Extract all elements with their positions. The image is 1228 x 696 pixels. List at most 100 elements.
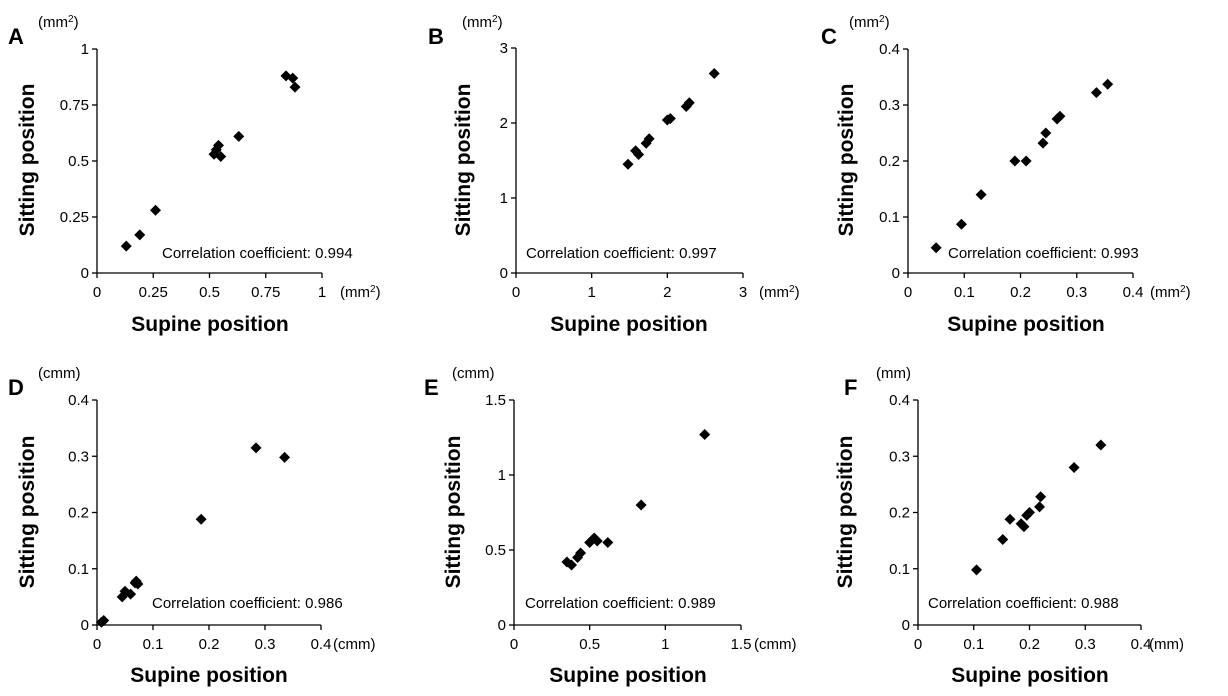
- x-tick-label: 0.5: [579, 636, 600, 653]
- y-tick-label: 0.2: [889, 505, 910, 522]
- panel-a: A (mm2) (mm2) 0 0.25 0.5 0.75 1 0 0.25 0.5 0.75 1 Sup…: [8, 14, 381, 337]
- panel-letter: B: [428, 24, 444, 49]
- data-point: [566, 559, 578, 571]
- data-point: [602, 537, 614, 548]
- x-axis-title: Supine position: [947, 313, 1105, 336]
- data-point: [955, 218, 967, 230]
- y-tick-label: 0.4: [879, 41, 900, 58]
- data-point: [1018, 521, 1030, 533]
- y-tick-label: 0.75: [60, 97, 89, 114]
- x-tick-label: 0: [512, 284, 520, 301]
- y-tick-label: 0.4: [889, 392, 910, 409]
- y-unit-label: (cmm): [452, 365, 494, 382]
- data-point: [1024, 507, 1035, 518]
- x-tick-label: 0: [93, 636, 101, 653]
- data-point: [708, 68, 720, 79]
- x-tick-label: 0.75: [251, 284, 280, 301]
- x-tick-label: 0.1: [954, 284, 975, 301]
- x-axis-title: Supine position: [131, 313, 289, 336]
- y-axis-title: Sitting position: [16, 436, 39, 589]
- data-point: [971, 564, 983, 576]
- y-tick-label: 0: [892, 265, 900, 282]
- data-point: [643, 133, 655, 145]
- y-tick-label: 0: [500, 265, 508, 282]
- y-tick-label: 1: [81, 41, 89, 58]
- x-tick-label: 0.2: [1010, 284, 1031, 301]
- x-tick-label: 0.2: [1019, 636, 1040, 653]
- data-point: [622, 158, 634, 170]
- data-point: [125, 588, 137, 600]
- data-point: [997, 534, 1009, 545]
- x-axis-title: Supine position: [550, 313, 708, 336]
- x-axis-title: Supine position: [951, 664, 1109, 687]
- x-tick-label: 0: [914, 636, 922, 653]
- data-point: [1020, 155, 1032, 167]
- x-tick-label: 0.4: [1123, 284, 1144, 301]
- data-point: [1009, 155, 1021, 167]
- correlation-annotation: Correlation coefficient: 0.986: [152, 595, 343, 612]
- panel-letter: F: [844, 375, 857, 400]
- panel-letter: D: [8, 375, 24, 400]
- y-tick-label: 0.25: [60, 209, 89, 226]
- data-point: [633, 149, 645, 160]
- y-axis-title: Sitting position: [452, 84, 475, 237]
- y-tick-label: 1: [498, 467, 506, 484]
- panel-letter: A: [8, 24, 24, 49]
- y-axis-title: Sitting position: [16, 84, 39, 237]
- data-point: [134, 229, 146, 241]
- y-axis-title: Sitting position: [442, 436, 465, 589]
- x-unit-label: (mm): [1149, 636, 1184, 653]
- y-unit-label: (mm2): [849, 14, 890, 32]
- data-point: [930, 242, 942, 254]
- y-unit-label: (mm2): [462, 14, 503, 32]
- correlation-annotation: Correlation coefficient: 0.988: [928, 595, 1119, 612]
- x-tick-label: 1: [661, 636, 669, 653]
- data-point: [1037, 137, 1049, 149]
- y-tick-label: 0.3: [879, 97, 900, 114]
- x-axis-title: Supine position: [130, 664, 288, 687]
- x-unit-label: (mm2): [1150, 284, 1191, 302]
- data-point: [683, 97, 695, 109]
- correlation-annotation: Correlation coefficient: 0.993: [948, 245, 1139, 262]
- x-tick-label: 0.3: [255, 636, 276, 653]
- y-tick-label: 0: [498, 617, 506, 634]
- y-tick-label: 0.1: [68, 561, 89, 578]
- y-tick-label: 3: [500, 40, 508, 57]
- data-point: [699, 429, 711, 440]
- y-tick-label: 0.1: [879, 209, 900, 226]
- y-tick-label: 0.2: [68, 505, 89, 522]
- data-point: [289, 81, 301, 93]
- panel-letter: E: [424, 375, 439, 400]
- data-point: [1068, 462, 1080, 473]
- y-tick-label: 0: [81, 265, 89, 282]
- x-tick-label: 0.3: [1066, 284, 1087, 301]
- data-point: [120, 240, 132, 252]
- data-point: [575, 547, 587, 559]
- x-tick-label: 0: [93, 284, 101, 301]
- data-point: [1054, 110, 1066, 122]
- data-point: [279, 451, 291, 463]
- x-tick-label: 0: [510, 636, 518, 653]
- y-axis-title: Sitting position: [835, 84, 858, 237]
- y-axis-title: Sitting position: [834, 436, 857, 589]
- panel-d: D (cmm) (cmm) 0 0.1 0.2 0.3 0.4 0 0.1 0.2 0.3 0.4 Sup…: [8, 365, 375, 687]
- x-unit-label: (mm2): [759, 284, 800, 302]
- data-point: [287, 72, 299, 84]
- data-point: [132, 578, 144, 590]
- data-point: [1035, 491, 1047, 503]
- x-unit-label: (cmm): [333, 636, 375, 653]
- data-point: [1090, 87, 1102, 99]
- panel-f: F (mm) (mm) 0 0.1 0.2 0.3 0.4 0 0.1 0.2 0.3 0.4 Supin…: [834, 365, 1184, 687]
- y-unit-label: (cmm): [38, 365, 80, 382]
- data-point: [150, 204, 161, 216]
- x-tick-label: 0.3: [1075, 636, 1096, 653]
- y-tick-label: 1.5: [485, 392, 506, 409]
- data-point: [250, 442, 262, 454]
- x-tick-label: 0.5: [199, 284, 220, 301]
- x-unit-label: (mm2): [340, 284, 381, 302]
- y-tick-label: 0.5: [68, 153, 89, 170]
- x-axis-title: Supine position: [549, 664, 707, 687]
- panel-b: B (mm2) (mm2) 0 1 2 3 0 1 2 3 Supine position Sittin…: [428, 14, 800, 337]
- x-tick-label: 1.5: [731, 636, 752, 653]
